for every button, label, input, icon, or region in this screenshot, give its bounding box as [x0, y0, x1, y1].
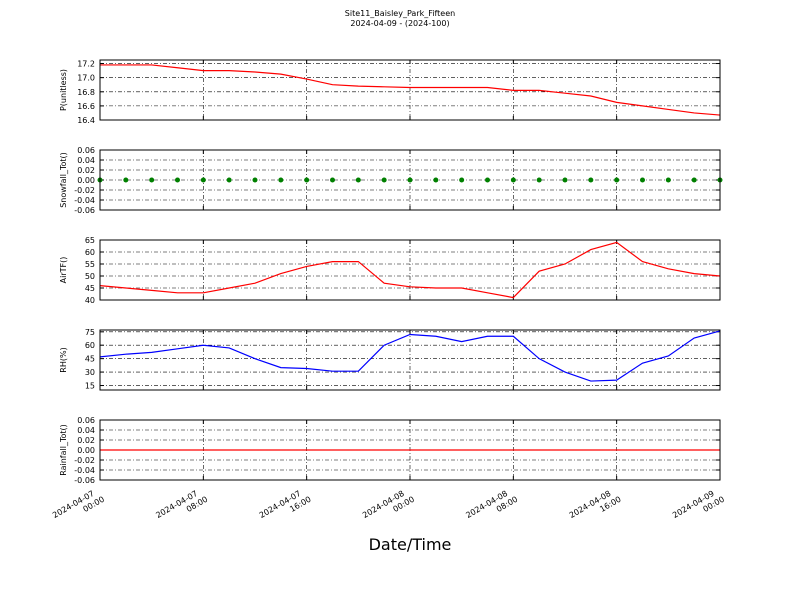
data-point	[459, 177, 465, 183]
y-tick-label: 0.06	[77, 416, 95, 425]
y-tick-label: 15	[85, 382, 95, 391]
data-point	[381, 177, 387, 183]
y-tick-label: 30	[85, 368, 95, 377]
y-axis-label: AirTF()	[59, 257, 68, 284]
x-tick-label: 2024-04-0808:00	[464, 486, 519, 529]
y-tick-label: 45	[85, 284, 95, 293]
y-tick-label: 17.2	[77, 60, 95, 69]
plot-frame	[99, 419, 721, 481]
x-tick-label: 2024-04-0816:00	[568, 486, 623, 529]
data-point	[588, 177, 594, 183]
plot-frame	[99, 149, 721, 211]
y-tick-label: 0.04	[77, 156, 95, 165]
y-tick-label: 0.04	[77, 426, 95, 435]
data-point	[355, 177, 361, 183]
data-point	[226, 177, 232, 183]
plot-frame	[99, 239, 721, 301]
y-tick-label: 0.00	[77, 176, 95, 185]
y-tick-label: 45	[85, 355, 95, 364]
x-tick-label: 2024-04-0900:00	[671, 486, 726, 529]
data-point	[562, 177, 568, 183]
y-axis-label: Rainfall_Tot()	[59, 424, 68, 476]
y-tick-label: 75	[85, 328, 95, 337]
y-tick-label: 16.6	[77, 102, 95, 111]
y-tick-label: 55	[85, 260, 95, 269]
data-point	[304, 177, 310, 183]
y-tick-label: 0.06	[77, 146, 95, 155]
y-tick-label: 16.4	[77, 116, 95, 125]
data-point	[252, 177, 258, 183]
x-tick-label: 2024-04-0700:00	[51, 486, 106, 529]
y-tick-label: -0.04	[74, 466, 95, 475]
data-point	[175, 177, 180, 183]
data-point	[407, 177, 413, 183]
data-line	[99, 241, 721, 299]
y-tick-label: 60	[85, 341, 95, 350]
y-tick-label: 65	[85, 236, 95, 245]
data-point	[640, 177, 645, 183]
plot-frame	[99, 329, 721, 391]
chart-title: Site11_Baisley_Park_Fifteen	[345, 9, 455, 18]
data-point	[330, 177, 335, 183]
y-tick-label: -0.06	[74, 476, 95, 485]
data-point	[510, 177, 516, 183]
y-tick-label: -0.04	[74, 196, 95, 205]
y-tick-label: 17.0	[77, 74, 95, 83]
data-point	[536, 177, 542, 183]
data-point	[123, 177, 129, 183]
data-point	[433, 177, 439, 183]
data-point	[691, 177, 697, 183]
y-tick-label: 16.8	[77, 88, 95, 97]
y-axis-label: Snowfall_Tot()	[59, 152, 68, 208]
y-tick-label: -0.06	[74, 206, 95, 215]
plot-frame	[99, 59, 721, 121]
x-tick-label: 2024-04-0800:00	[361, 486, 416, 529]
y-tick-label: 60	[85, 248, 95, 257]
y-axis-label: RH(%)	[59, 347, 68, 372]
data-point	[200, 177, 206, 183]
data-line	[99, 330, 721, 382]
x-tick-label: 2024-04-0708:00	[154, 486, 209, 529]
y-tick-label: -0.02	[74, 456, 95, 465]
y-tick-label: 0.00	[77, 446, 95, 455]
data-line	[100, 64, 721, 116]
y-tick-label: -0.02	[74, 186, 95, 195]
data-point	[665, 177, 671, 183]
x-axis-label: Date/Time	[369, 535, 452, 554]
y-tick-label: 0.02	[77, 166, 95, 175]
y-tick-label: 0.02	[77, 436, 95, 445]
data-point	[149, 177, 155, 183]
chart-subtitle: 2024-04-09 - (2024-100)	[350, 19, 449, 28]
y-tick-label: 50	[85, 272, 95, 281]
data-point	[614, 177, 620, 183]
data-point	[485, 177, 490, 183]
y-axis-label: P(unitless)	[59, 69, 68, 111]
y-tick-label: 40	[85, 296, 95, 305]
x-tick-label: 2024-04-0716:00	[258, 486, 313, 529]
data-point	[278, 177, 284, 183]
